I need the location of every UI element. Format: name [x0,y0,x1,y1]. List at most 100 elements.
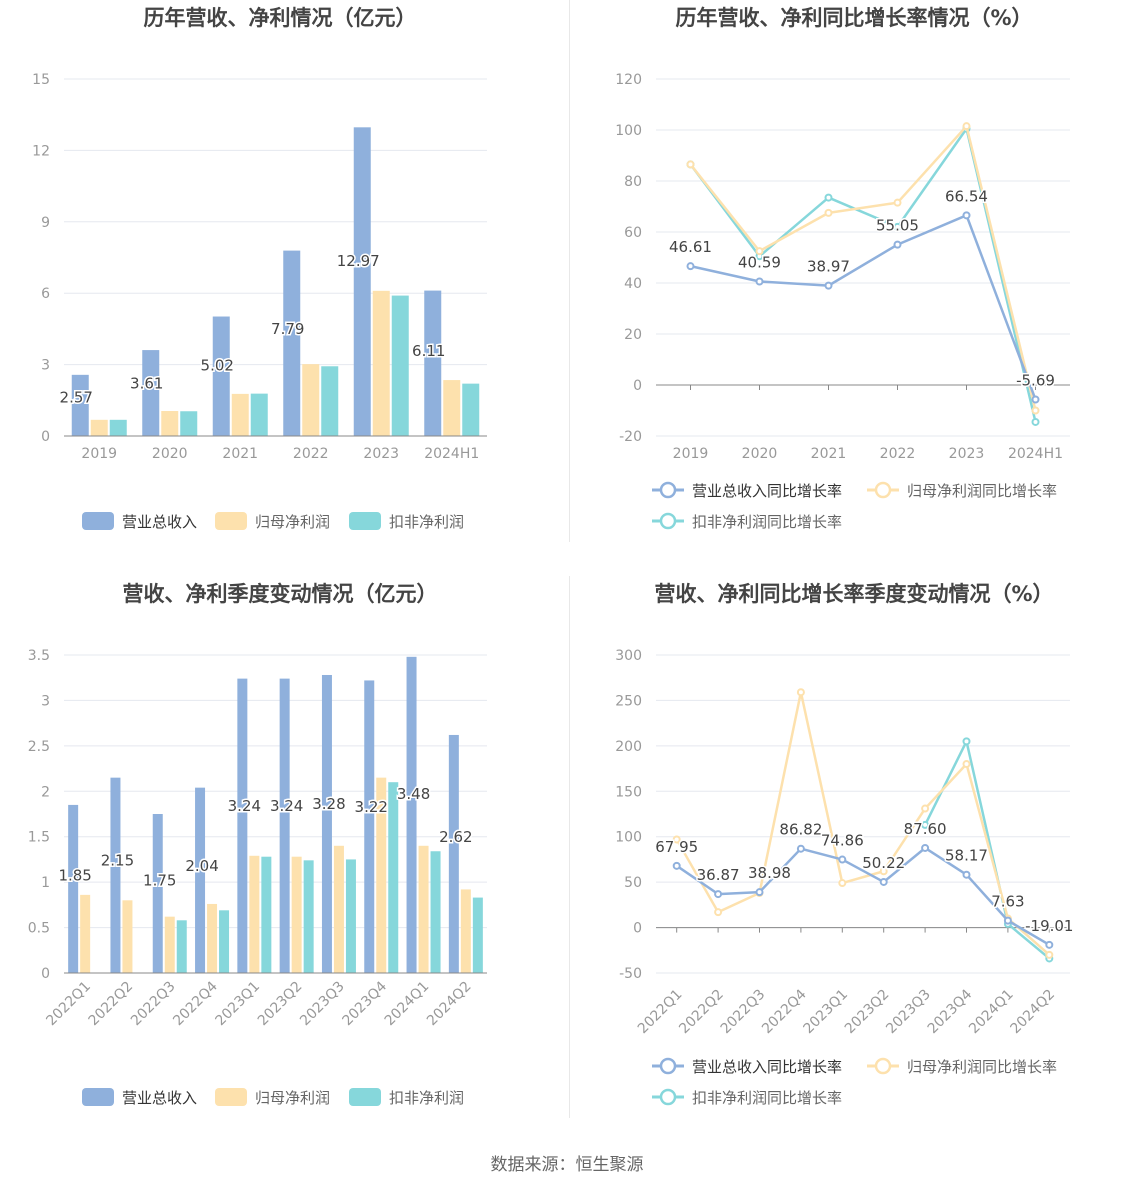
data-point [921,804,930,813]
data-point [755,247,764,256]
x-tick-label: 2023 [949,446,985,462]
bar-营业总收入 [321,674,332,973]
data-label: 1.85 [58,867,91,885]
bar-归母净利润 [302,364,320,436]
data-label: 3.28 [312,795,345,813]
y-tick-label: 1.5 [28,830,50,846]
data-point [893,240,902,249]
data-point [962,737,971,746]
x-tick-label: 2022Q2 [676,987,727,1038]
data-point [921,820,930,829]
x-tick-label: 2023Q4 [925,986,976,1037]
data-label: 3.24 [228,797,261,815]
bar-归母净利润 [231,393,249,436]
legend-label: 归母净利润 [255,513,330,531]
data-point [755,888,764,897]
y-tick-label: 1 [41,875,50,891]
y-tick-label: 100 [615,123,642,139]
bar-营业总收入 [142,350,160,436]
legend-label: 扣非净利润 [389,1089,464,1107]
data-point [755,277,764,286]
x-tick-label: 2022 [880,446,916,462]
data-label: 6.11 [412,342,445,360]
data-point [672,835,681,844]
data-point [1045,940,1054,949]
y-tick-label: -50 [619,966,642,982]
y-tick-label: 0 [41,429,50,445]
x-tick-label: 2023Q1 [213,979,264,1030]
legend-swatch [215,512,247,530]
bar-归母净利润 [443,380,461,436]
x-tick-label: 2021 [811,446,847,462]
data-point [1003,916,1012,925]
data-point [921,843,930,852]
data-label: 3.48 [397,785,430,803]
vertical-divider-bottom [569,576,570,1118]
y-tick-label: 60 [624,225,642,241]
data-label: 66.54 [945,187,988,205]
annual-amount-panel: 历年营收、净利情况（亿元） 0 3 6 9 12 15 2.57 3.61 5.02 7.79 12… [0,0,560,560]
data-point [672,861,681,870]
bar-扣非净利润 [303,860,314,973]
data-label: -5.69 [1016,372,1055,390]
data-label: 3.24 [270,797,303,815]
data-label: 87.60 [904,820,947,838]
legend-marker [659,1057,677,1075]
y-tick-label: 20 [624,327,642,343]
bar-扣非净利润 [176,920,187,973]
y-tick-label: 15 [32,72,50,88]
y-tick-label: 3 [41,693,50,709]
data-label: 67.95 [655,838,698,856]
data-point [838,855,847,864]
x-tick-label: 2024H1 [424,446,479,462]
legend-marker [659,1088,677,1106]
y-tick-label: 0 [633,921,642,937]
bar-扣非净利润 [472,897,483,973]
source-note: 数据来源：恒生聚源 [490,1155,644,1175]
y-tick-label: 200 [615,739,642,755]
series-line-营业总收入同比增长率 [675,846,1050,946]
y-tick-label: 0 [633,378,642,394]
bar-扣非净利润 [109,419,127,436]
legend-label: 营业总收入同比增长率 [692,1058,842,1076]
series-line-营业总收入同比增长率 [690,214,1037,400]
data-point [838,879,847,888]
quarterly-growth-panel: 营收、净利同比增长率季度变动情况（%） -50 0 50 100 150 200 250 30… [574,576,1134,1136]
data-label: 1.75 [143,872,176,890]
x-tick-label: 2023 [363,446,399,462]
data-label: 12.97 [337,252,380,270]
bar-营业总收入 [152,814,163,973]
data-point [879,877,888,886]
bar-营业总收入 [212,316,230,436]
data-label: 2.15 [101,852,134,870]
series-line-归母净利润同比增长率 [689,124,1037,411]
data-label: 55.05 [876,217,919,235]
legend-label: 归母净利润同比增长率 [907,1058,1057,1076]
data-point [962,211,971,220]
y-tick-label: 80 [624,174,642,190]
data-label: -19.01 [1025,917,1073,935]
data-label: 2.57 [60,388,93,406]
bar-归母净利润 [418,845,429,973]
x-tick-label: 2023Q1 [801,987,852,1038]
series-line-扣非净利润同比增长率 [923,740,1051,960]
data-label: 46.61 [669,238,712,256]
y-tick-label: 50 [624,875,642,891]
data-label: 50.22 [862,854,905,872]
bar-归母净利润 [249,855,260,973]
y-tick-label: 0.5 [28,921,50,937]
legend-label: 营业总收入 [122,1089,197,1107]
x-tick-label: 2024Q1 [382,979,433,1030]
bar-扣非净利润 [321,366,339,436]
legend-label: 归母净利润同比增长率 [907,482,1057,500]
data-point [962,760,971,769]
bar-营业总收入 [424,290,442,436]
series-line-归母净利润同比增长率 [675,691,1051,956]
quarterly-growth-title: 营收、净利同比增长率季度变动情况（%） [654,582,1054,606]
y-tick-label: 250 [615,693,642,709]
bar-营业总收入 [353,127,371,437]
legend-swatch [349,512,381,530]
bar-营业总收入 [448,734,459,973]
data-label: 74.86 [821,832,864,850]
bar-营业总收入 [279,678,290,973]
